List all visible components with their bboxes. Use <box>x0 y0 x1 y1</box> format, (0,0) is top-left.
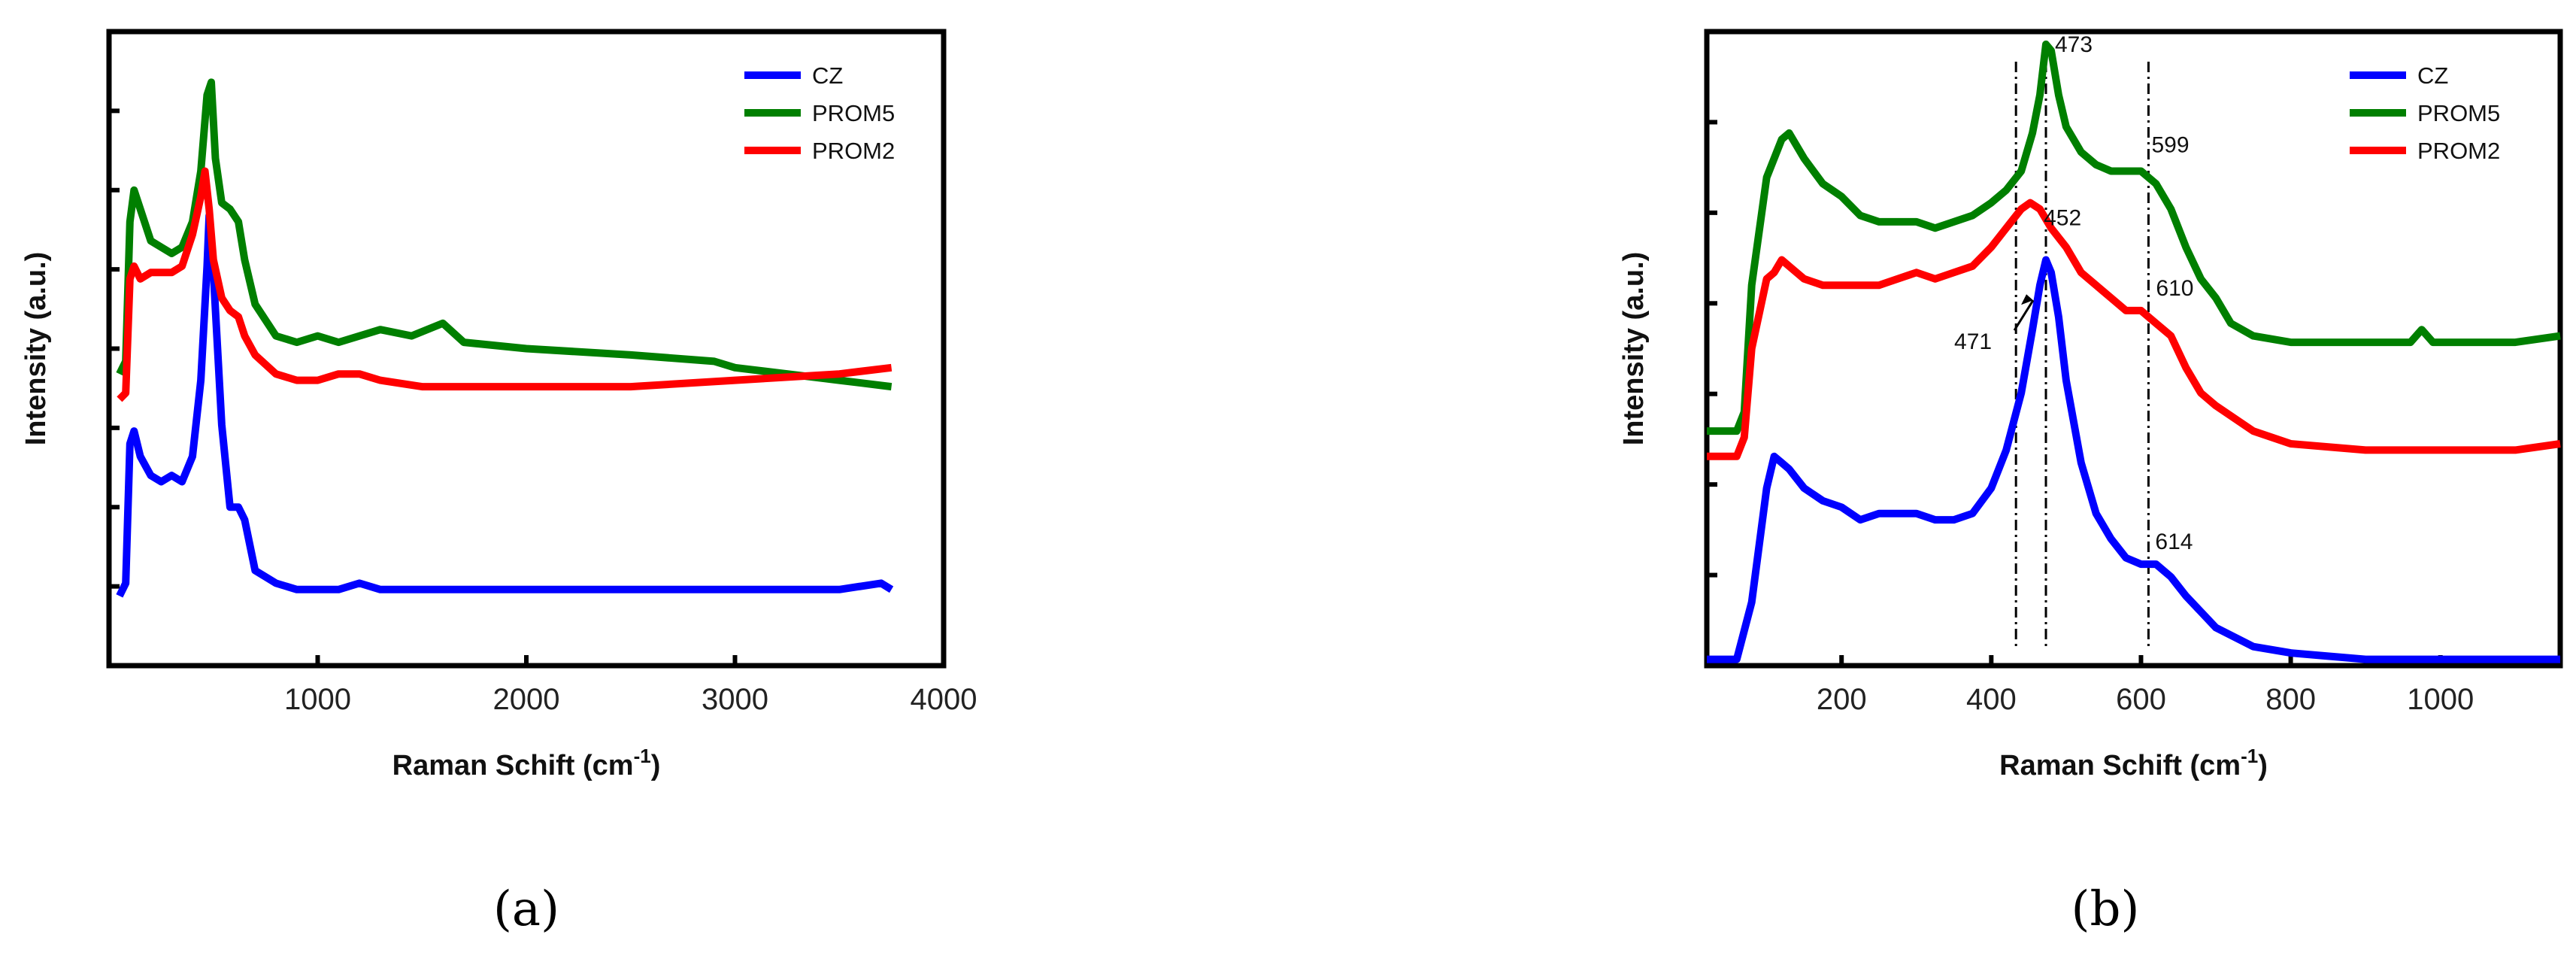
series-line-cz <box>116 211 894 598</box>
x-tick-label: 1000 <box>2407 683 2474 716</box>
x-axis-label-sup: -1 <box>634 745 651 767</box>
x-axis-label: Raman Schift (cm-1) <box>1999 745 2268 781</box>
x-axis-label-main: Raman Schift (cm <box>392 750 634 781</box>
legend-label-prom5: PROM5 <box>812 100 895 126</box>
plot-frame <box>1704 29 2563 669</box>
series-line-prom2 <box>117 167 893 402</box>
peak-label-473: 473 <box>2055 32 2093 57</box>
peak-label-471: 471 <box>1954 329 1992 354</box>
x-tick-label: 4000 <box>911 683 977 716</box>
peak-label-452: 452 <box>2044 206 2081 231</box>
peak-label-599: 599 <box>2151 132 2189 157</box>
x-axis-label-end: ) <box>2258 750 2268 781</box>
x-tick-label: 800 <box>2265 683 2316 716</box>
legend-label-cz: CZ <box>2417 62 2448 89</box>
series-line-prom2 <box>1707 199 2561 460</box>
x-tick-label: 3000 <box>702 683 768 716</box>
x-tick-label: 200 <box>1817 683 1867 716</box>
chart-panel-b: 200 400 600 800 1000 Raman Schift (cm-1) Inten… <box>1618 29 2563 781</box>
x-axis-label-main: Raman Schift (cm <box>1999 750 2241 781</box>
x-axis-label: Raman Schift (cm-1) <box>392 745 661 781</box>
peak-label-610: 610 <box>2156 276 2193 301</box>
x-tick-label: 2000 <box>493 683 560 716</box>
series-line-prom5 <box>116 78 893 391</box>
peak-arrow-head <box>2021 294 2034 305</box>
legend-label-cz: CZ <box>812 62 843 89</box>
peak-arrow <box>2013 299 2035 331</box>
chart-panel-a: 1000 2000 3000 4000 Raman Schift (cm-1) Inten… <box>20 29 977 781</box>
panel-label-a: (a) <box>493 882 559 937</box>
legend-label-prom2: PROM2 <box>2417 138 2500 164</box>
x-tick-label: 400 <box>1966 683 2017 716</box>
y-axis-label: Intensity (a.u.) <box>20 252 52 446</box>
panel-label-b: (b) <box>2071 882 2140 937</box>
series-line-cz <box>1707 256 2560 663</box>
legend-label-prom5: PROM5 <box>2417 100 2500 126</box>
x-tick-label: 600 <box>2116 683 2166 716</box>
y-axis-label: Intensity (a.u.) <box>1618 252 1650 446</box>
peak-label-614: 614 <box>2155 530 2193 554</box>
legend-label-prom2: PROM2 <box>812 138 895 164</box>
series-line-prom5 <box>1707 40 2561 435</box>
x-axis-label-sup: -1 <box>2241 745 2258 767</box>
x-axis-label-end: ) <box>651 750 661 781</box>
x-tick-label: 1000 <box>284 683 351 716</box>
